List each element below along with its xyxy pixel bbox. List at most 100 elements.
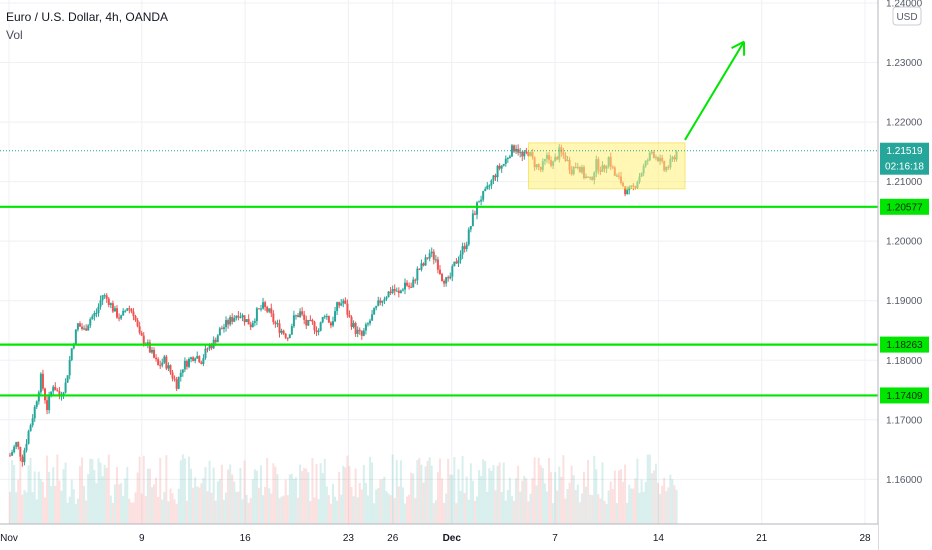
candle-body xyxy=(23,450,26,463)
volume-bar xyxy=(297,497,300,524)
volume-bar xyxy=(31,492,34,524)
candle-body xyxy=(237,315,240,318)
candle-body xyxy=(455,261,458,264)
volume-bar xyxy=(615,503,618,524)
candle-body xyxy=(124,310,127,312)
volume-bar xyxy=(132,502,135,524)
volume-bar xyxy=(138,456,141,524)
volume-bar xyxy=(54,486,57,524)
volume-bar xyxy=(447,458,450,524)
candle-body xyxy=(93,313,96,317)
candle-body xyxy=(391,289,394,293)
candle-body xyxy=(266,306,269,312)
volume-bar xyxy=(550,472,553,524)
candle-body xyxy=(103,295,106,297)
time-tick-label: 7 xyxy=(552,533,558,544)
time-tick-label: Nov xyxy=(0,533,18,544)
candle-body xyxy=(438,269,441,274)
volume-bar xyxy=(62,469,65,524)
volume-bar xyxy=(463,493,466,524)
candle-body xyxy=(362,330,365,336)
volume-bar xyxy=(167,501,170,524)
volume-bar xyxy=(257,487,260,524)
volume-bar xyxy=(484,461,487,524)
currency-button[interactable] xyxy=(892,6,922,26)
candle-body xyxy=(140,332,143,336)
volume-bar xyxy=(659,493,662,524)
volume-bar xyxy=(354,468,357,524)
volume-bar xyxy=(43,497,46,524)
price-axis[interactable] xyxy=(878,0,932,550)
candle-body xyxy=(412,279,415,288)
volume-bar xyxy=(482,459,485,524)
volume-bar xyxy=(475,496,478,524)
candle-body xyxy=(309,319,312,321)
candle-body xyxy=(352,323,355,328)
volume-bar xyxy=(81,457,84,524)
volume-bar xyxy=(179,460,182,524)
candle-body xyxy=(418,268,421,270)
volume-bar xyxy=(200,483,203,524)
projection-arrow[interactable] xyxy=(684,41,745,141)
volume-bar xyxy=(50,486,53,524)
volume-bar xyxy=(309,501,312,524)
volume-bar xyxy=(373,503,376,524)
volume-bar xyxy=(630,488,633,524)
candle-body xyxy=(500,165,503,169)
volume-bar xyxy=(467,499,470,524)
volume-bar xyxy=(406,496,409,524)
candle-body xyxy=(420,263,423,270)
candle-body xyxy=(626,190,629,195)
volume-bar xyxy=(515,478,518,524)
volume-bar xyxy=(648,454,651,524)
candle-body xyxy=(13,446,16,453)
candle-body xyxy=(153,349,156,358)
volume-bar xyxy=(247,502,250,524)
candle-body xyxy=(371,314,374,321)
candle-body xyxy=(410,287,413,289)
volume-bar xyxy=(455,503,458,524)
volume-bar xyxy=(15,492,18,524)
volume-bar xyxy=(13,464,16,524)
time-axis[interactable] xyxy=(0,524,878,550)
consolidation-box[interactable] xyxy=(528,142,686,190)
current-price-badge xyxy=(880,142,929,175)
volume-bar xyxy=(321,472,324,524)
candle-body xyxy=(64,382,67,393)
volume-bar xyxy=(286,495,289,524)
volume-bar xyxy=(492,465,495,524)
candle-body xyxy=(465,244,468,250)
candle-body xyxy=(113,308,116,312)
volume-bar xyxy=(494,490,497,524)
volume-bar xyxy=(375,489,378,524)
volume-bar xyxy=(490,470,493,524)
volume-bar xyxy=(539,465,542,524)
candle-body xyxy=(231,317,234,322)
candle-body xyxy=(27,431,30,444)
volume-bar xyxy=(572,475,575,524)
volume-bar xyxy=(628,484,631,524)
volume-bar xyxy=(140,493,143,524)
plot-area[interactable] xyxy=(0,0,878,524)
volume-bar xyxy=(521,480,524,524)
candle-body xyxy=(95,313,98,315)
candle-body xyxy=(163,356,166,363)
volume-bar xyxy=(566,488,569,524)
volume-bar xyxy=(459,490,462,524)
level-price-label: 1.18263 xyxy=(886,340,923,351)
volume-bar xyxy=(39,479,42,524)
candle-body xyxy=(187,359,190,367)
candle-body xyxy=(78,323,81,327)
candle-body xyxy=(196,356,199,359)
volume-bar xyxy=(48,471,51,524)
candle-body xyxy=(488,185,491,187)
volume-bar xyxy=(582,472,585,524)
candle-body xyxy=(206,348,209,350)
price-tick-label: 1.16000 xyxy=(886,475,923,486)
candle-body xyxy=(138,326,141,333)
candle-body xyxy=(366,323,369,325)
candle-body xyxy=(301,311,304,315)
candle-body xyxy=(369,320,372,324)
candle-body xyxy=(87,325,90,331)
